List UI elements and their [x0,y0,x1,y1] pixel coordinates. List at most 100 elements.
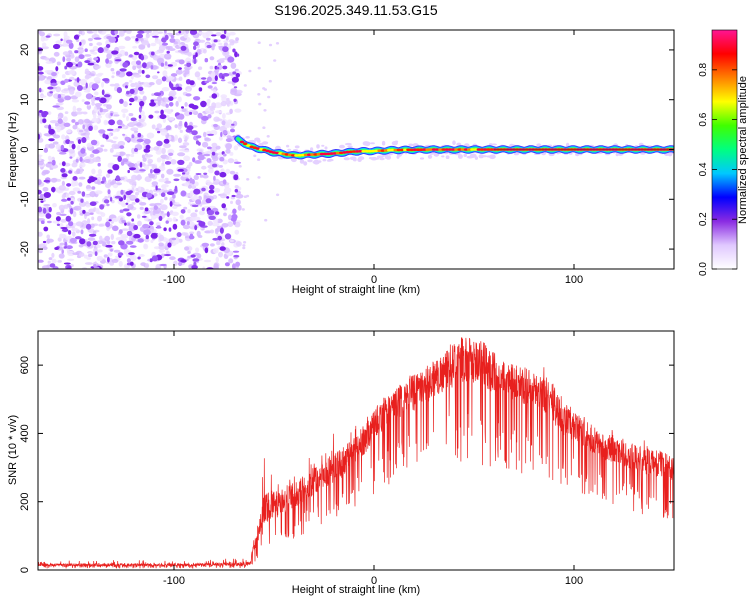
noise-speckle [150,216,156,220]
noise-blob [133,96,138,101]
ridge-core [441,148,446,151]
ridge-halo [352,158,357,162]
noise-blob [127,169,130,174]
noise-speckle [85,74,92,79]
noise-blob [194,160,202,164]
noise-blob [223,153,227,157]
noise-blob [111,50,119,55]
noise-speckle [92,45,99,52]
noise-speckle [125,30,132,34]
noise-speckle [146,132,155,139]
colorbar-tick-label: 0.2 [698,212,709,226]
ridge-core [313,153,318,156]
noise-blob [126,230,133,237]
ridge-halo [324,146,328,150]
noise-speckle [268,43,273,47]
noise-speckle [198,210,205,216]
noise-blob [211,163,218,168]
noise-blob [76,85,83,91]
noise-speckle [156,123,162,129]
noise-blob [186,221,190,226]
noise-speckle [216,118,223,122]
noise-blob [193,188,201,195]
noise-speckle [100,212,106,217]
noise-speckle [56,128,61,133]
noise-speckle [98,30,103,34]
noise-blob [119,68,127,72]
noise-blob [217,235,222,241]
noise-speckle [91,216,95,221]
noise-speckle [83,211,91,217]
noise-blob [233,86,238,89]
noise-speckle [54,122,59,127]
spectrogram-y-label: Frequency (Hz) [7,112,19,188]
ridge-core [351,150,357,153]
noise-speckle [68,148,75,154]
noise-speckle [84,159,91,163]
noise-speckle [189,121,193,127]
noise-speckle [246,178,250,181]
noise-speckle [226,135,232,139]
noise-speckle [202,174,209,179]
noise-speckle [53,51,60,57]
noise-speckle [183,72,187,78]
noise-blob [107,169,113,174]
noise-blob [43,179,51,183]
noise-speckle [48,143,55,149]
noise-blob [91,83,99,90]
noise-speckle [97,249,103,253]
noise-blob [69,208,74,215]
noise-blob [51,159,56,166]
noise-speckle [57,237,62,242]
noise-blob [133,224,139,231]
noise-blob [74,121,79,126]
noise-blob [136,33,144,39]
noise-speckle [121,124,125,127]
noise-speckle [194,71,201,78]
noise-blob [163,254,172,256]
noise-blob [58,151,67,155]
ridge-halo [419,157,425,160]
noise-speckle [164,53,172,60]
noise-speckle [38,157,42,161]
noise-speckle [189,231,195,235]
noise-speckle [235,241,242,247]
noise-speckle [193,174,199,180]
noise-speckle [130,254,137,261]
noise-blob [57,118,63,124]
noise-blob [193,58,197,65]
noise-blob [105,44,111,48]
noise-speckle [87,237,96,241]
noise-blob [128,252,135,256]
noise-speckle [84,71,91,75]
ridge-halo [536,143,542,147]
noise-blob [122,133,126,136]
noise-speckle [67,258,75,261]
noise-speckle [230,62,237,69]
noise-blob [206,158,212,163]
ridge-core [364,149,369,153]
noise-blob [192,258,200,262]
noise-blob [184,121,188,128]
noise-blob [189,111,193,115]
noise-speckle [219,193,227,199]
noise-speckle [190,212,198,218]
noise-blob [233,98,237,103]
noise-blob [112,225,119,232]
noise-speckle [83,90,90,93]
noise-blob [38,47,43,52]
noise-speckle [134,123,140,126]
noise-speckle [189,66,193,69]
ridge-core [457,148,462,151]
ridge-core [470,148,475,151]
ridge-core [412,148,417,151]
noise-speckle [105,183,111,189]
noise-blob [126,258,131,263]
noise-speckle [135,166,139,173]
noise-blob [126,90,130,95]
ridge-halo [513,152,519,156]
noise-blob [114,30,119,35]
noise-blob [143,138,151,145]
snr-y-tick-label: 600 [19,356,31,374]
noise-blob [84,60,91,64]
